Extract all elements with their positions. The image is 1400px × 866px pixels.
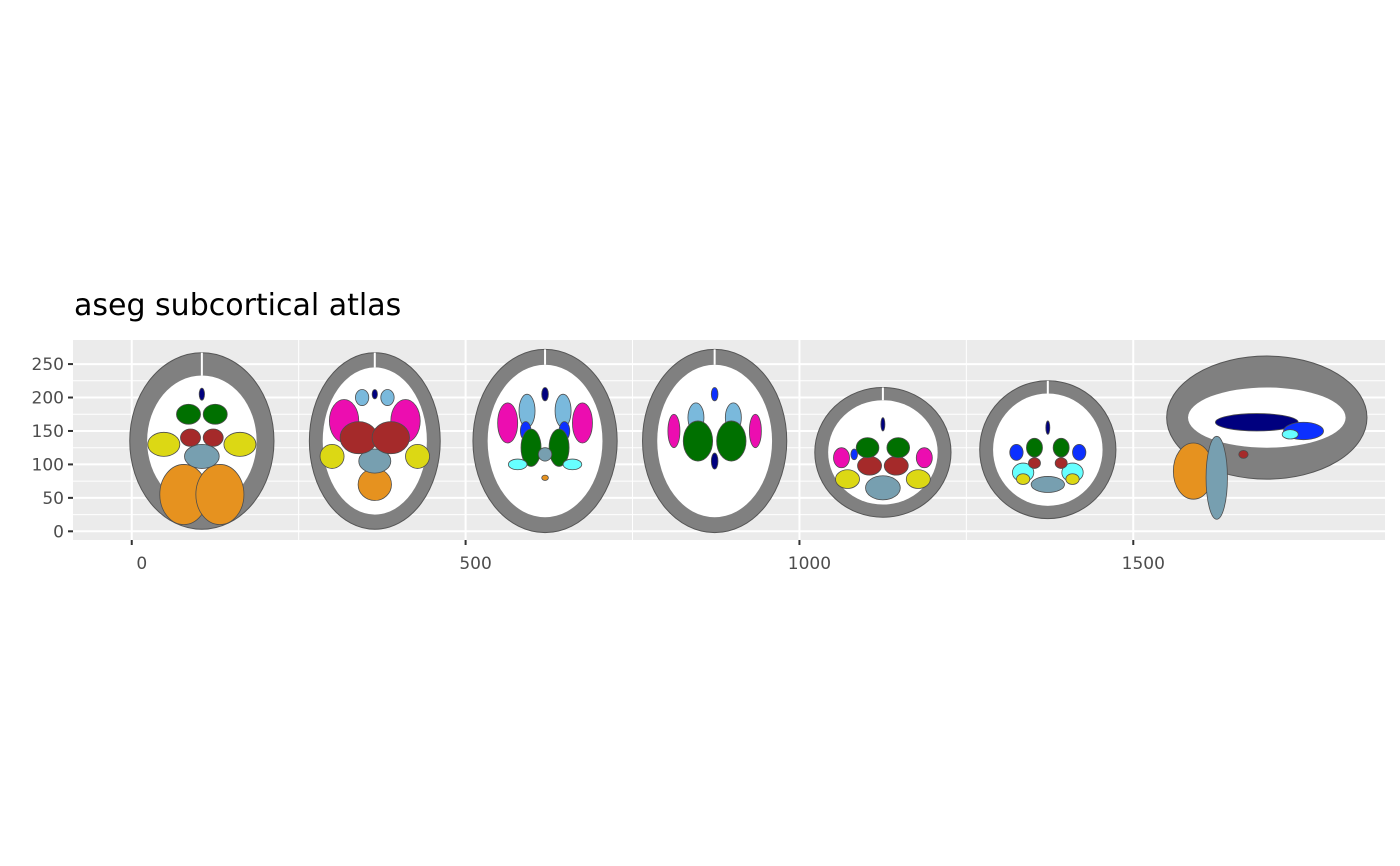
region-caudate	[380, 389, 395, 406]
region-ventral_dc	[1052, 437, 1070, 458]
region-ventral_dc	[548, 428, 570, 467]
region-hippocampus	[1016, 473, 1031, 485]
region-brainstem	[1030, 476, 1065, 493]
region-pallidum	[710, 387, 719, 402]
region-amygdala	[507, 458, 528, 471]
region-ventral_dc	[1026, 437, 1043, 458]
region-amygdala	[562, 458, 583, 471]
region-brainstem	[865, 475, 901, 501]
region-hippocampus	[405, 443, 430, 469]
region-caudate	[355, 389, 370, 406]
y-tick-label: 150	[32, 422, 64, 442]
region-ventricle	[710, 452, 719, 470]
region-cerebellum	[541, 474, 549, 481]
chart-title: aseg subcortical atlas	[74, 288, 402, 323]
region-hippocampus	[905, 469, 931, 489]
region-thalamus	[883, 455, 909, 476]
x-tick-label: 1500	[1122, 554, 1165, 574]
region-putamen	[572, 402, 593, 444]
region-thalamus	[1054, 457, 1068, 469]
region-ventral_dc	[886, 437, 911, 459]
region-thalamus	[202, 428, 224, 447]
region-ventricle	[198, 387, 205, 401]
region-amygdala	[1281, 429, 1299, 440]
region-pallidum	[1009, 443, 1024, 461]
x-tick-label: 0	[136, 554, 147, 574]
region-ventral_dc	[520, 428, 542, 467]
region-ventral_dc	[682, 420, 714, 462]
region-ventral_dc	[855, 437, 880, 459]
region-hippocampus	[835, 469, 860, 489]
region-thalamus	[1028, 457, 1041, 469]
region-putamen	[833, 447, 850, 469]
y-tick-label: 200	[32, 389, 64, 409]
region-ventral_dc	[176, 403, 201, 425]
region-ventral_dc	[716, 420, 747, 462]
region-cerebellum	[195, 464, 245, 526]
region-hippocampus	[1065, 473, 1080, 485]
region-thalamus	[1238, 449, 1249, 459]
region-brainstem	[1205, 435, 1228, 520]
region-hippocampus	[319, 443, 345, 469]
y-tick-label: 50	[42, 489, 64, 509]
white-matter-slice-3	[487, 364, 603, 518]
region-ventral_dc	[202, 403, 228, 425]
region-putamen	[915, 447, 933, 469]
region-brainstem	[358, 448, 392, 474]
region-ventricle	[371, 389, 378, 400]
region-hippocampus	[223, 431, 257, 457]
x-tick-label: 500	[459, 554, 491, 574]
region-hippocampus	[147, 431, 181, 457]
region-ventricle	[541, 387, 549, 402]
y-tick-label: 250	[32, 355, 64, 375]
region-putamen	[667, 413, 681, 449]
region-thalamus	[371, 421, 410, 455]
x-tick-label: 1000	[788, 554, 831, 574]
region-brainstem	[537, 447, 553, 462]
region-ventricle	[880, 417, 886, 432]
y-tick-label: 100	[32, 455, 64, 475]
y-tick-label: 0	[53, 522, 64, 542]
region-thalamus	[180, 428, 201, 447]
region-putamen	[497, 402, 519, 444]
region-thalamus	[857, 455, 882, 476]
region-pallidum	[1072, 443, 1087, 461]
white-matter-slice-4	[657, 364, 773, 518]
region-brainstem	[184, 443, 220, 469]
region-pallidum	[850, 448, 858, 461]
region-ventricle	[1045, 420, 1051, 435]
region-putamen	[748, 413, 762, 449]
